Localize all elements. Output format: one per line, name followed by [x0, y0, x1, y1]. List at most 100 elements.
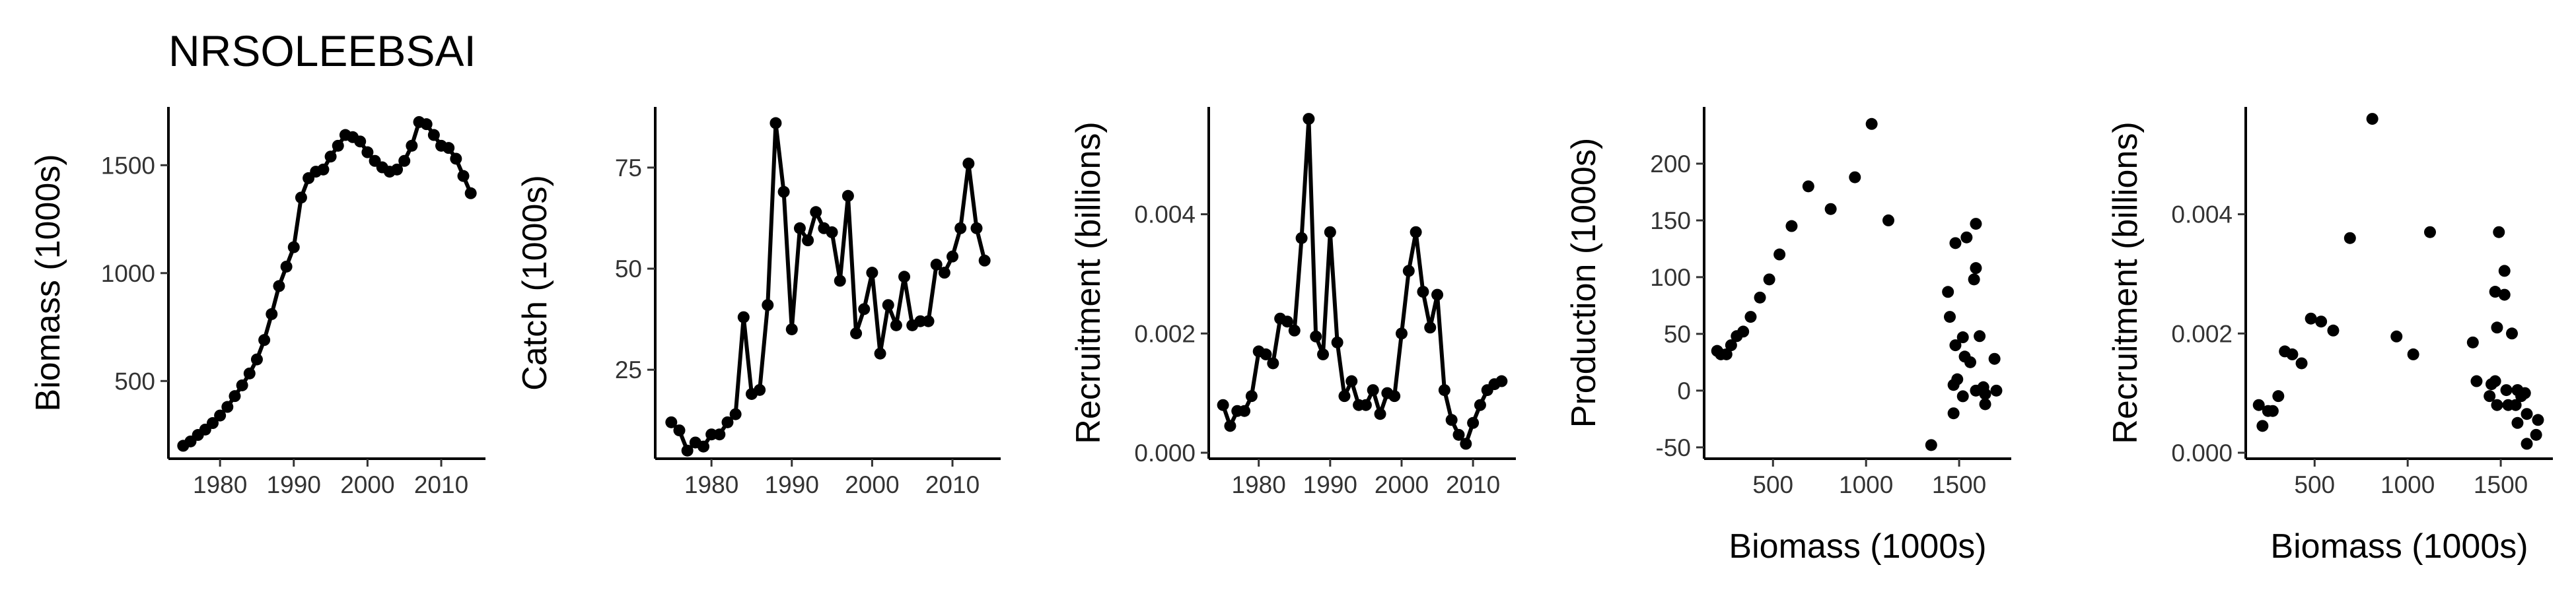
data-point: [978, 254, 991, 267]
data-point: [1260, 348, 1272, 360]
data-point: [1388, 390, 1401, 403]
y-tick-label: 0.004: [2171, 201, 2233, 228]
y-axis-title: Recruitment (billions): [2106, 121, 2145, 444]
y-tick-label: 0.000: [1134, 440, 1196, 467]
data-point: [1947, 407, 1960, 420]
y-tick-label: 100: [1650, 264, 1691, 291]
data-point: [332, 139, 344, 152]
data-point: [273, 280, 285, 292]
data-point: [280, 260, 293, 273]
data-point: [729, 408, 742, 420]
data-point: [2484, 390, 2496, 403]
data-point: [890, 319, 902, 331]
x-axis-title: Biomass (1000s): [2270, 527, 2528, 566]
x-tick-label: 2000: [1375, 471, 1429, 498]
data-point: [2390, 330, 2403, 343]
data-point: [1763, 273, 1775, 286]
data-point: [1949, 237, 1962, 249]
data-point: [2521, 438, 2533, 450]
data-point: [938, 267, 950, 279]
data-point: [464, 187, 477, 199]
data-point: [1217, 399, 1229, 411]
x-tick-label: 500: [2294, 471, 2335, 498]
data-point: [354, 135, 367, 148]
data-point: [713, 428, 726, 441]
data-point: [2530, 428, 2542, 441]
figure-title: NRSOLEEBSAI: [168, 26, 476, 75]
data-point: [1460, 438, 1472, 450]
data-point: [962, 157, 975, 170]
data-point: [1974, 330, 1986, 343]
y-tick-label: 200: [1650, 150, 1691, 178]
data-point: [2252, 399, 2265, 411]
panel-catch-timeseries: 1980 1990 2000 2010 25 50 75 Catch (1000s): [516, 107, 1001, 498]
data-point: [762, 299, 774, 312]
y-tick-label: 150: [1650, 207, 1691, 234]
data-point: [1295, 232, 1308, 244]
data-point: [2498, 288, 2511, 301]
data-point: [1317, 348, 1330, 360]
y-tick-label: 0.004: [1134, 201, 1196, 228]
data-point: [2295, 357, 2308, 370]
y-tick-label: 1000: [101, 260, 155, 287]
data-point: [2343, 232, 2356, 244]
x-tick-label: 1000: [1839, 471, 1893, 498]
data-point: [2466, 336, 2479, 348]
data-point: [802, 234, 814, 247]
data-point: [1970, 218, 1982, 230]
data-point: [2509, 399, 2522, 411]
data-point: [2266, 405, 2279, 417]
data-point: [1737, 325, 1750, 338]
panel-production-vs-biomass: 500 1000 1500 -50 0 50 100 150 200 Production (10…: [1565, 107, 2011, 566]
data-point: [673, 424, 686, 437]
data-point: [1288, 324, 1301, 337]
data-point: [1245, 390, 1258, 403]
data-point: [882, 299, 894, 312]
data-point: [1495, 375, 1508, 387]
data-point: [1925, 439, 1937, 451]
data-point: [1958, 350, 1971, 363]
data-point: [2498, 265, 2511, 277]
data-point: [443, 142, 455, 154]
data-point: [2256, 420, 2269, 432]
data-point: [1281, 315, 1293, 328]
data-point: [2486, 378, 2497, 391]
data-point: [1417, 286, 1429, 298]
data-point: [1970, 262, 1982, 275]
data-point: [2532, 414, 2544, 426]
data-point: [1359, 399, 1372, 411]
data-point: [206, 417, 219, 430]
data-point: [1474, 399, 1486, 411]
data-point: [1238, 405, 1251, 417]
data-point: [2327, 324, 2340, 337]
data-point: [1267, 357, 1279, 370]
data-point: [1988, 352, 2001, 365]
data-point: [1785, 220, 1798, 232]
data-point: [1410, 226, 1422, 238]
x-tick-label: 2010: [414, 471, 468, 498]
data-point: [769, 117, 782, 129]
x-tick-label: 1980: [1232, 471, 1286, 498]
data-point: [361, 146, 374, 158]
x-axis-title: Biomass (1000s): [1729, 527, 1986, 566]
data-point: [1374, 408, 1386, 420]
x-tick-label: 1990: [267, 471, 321, 498]
y-tick-label: 25: [615, 356, 642, 383]
data-point: [1424, 321, 1437, 334]
y-axis-title: Biomass (1000s): [29, 154, 67, 411]
data-point: [737, 311, 750, 323]
x-tick-label: 500: [1752, 471, 1793, 498]
y-tick-label: 75: [615, 154, 642, 182]
data-point: [947, 250, 959, 263]
data-point: [1725, 339, 1737, 352]
series-line-recruitment: [1221, 117, 1503, 446]
data-point: [1402, 265, 1415, 277]
y-axis-title: Recruitment (billions): [1069, 121, 1108, 444]
x-tick-label: 2000: [340, 471, 394, 498]
data-point: [1849, 171, 1861, 183]
data-point: [457, 170, 470, 182]
data-point: [1949, 339, 1962, 352]
data-point: [420, 118, 433, 131]
data-point: [898, 271, 911, 283]
